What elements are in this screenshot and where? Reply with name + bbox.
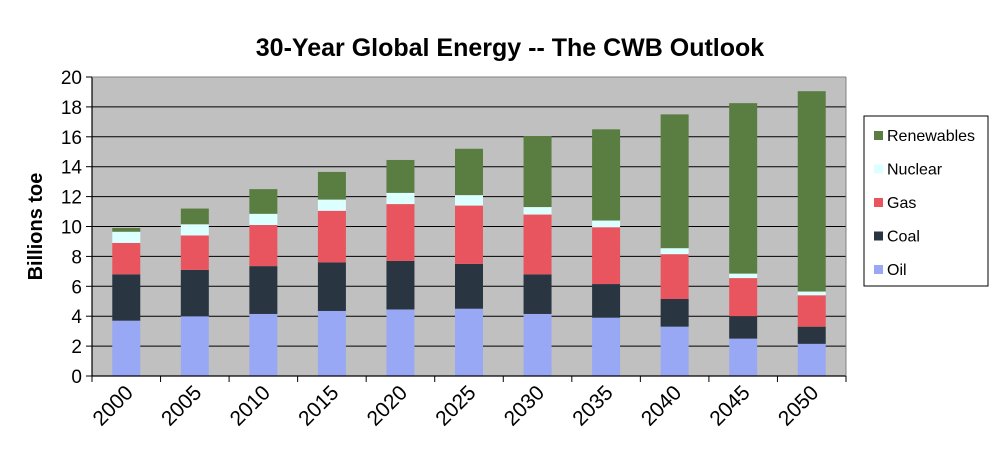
y-tick-label: 20	[61, 68, 82, 89]
bar-segment-oil	[797, 343, 826, 376]
legend-box	[863, 115, 989, 287]
y-axis-label: Billions toe	[25, 173, 47, 281]
bar-segment-gas	[592, 227, 621, 285]
y-tick-label: 10	[61, 218, 82, 239]
y-tick-label: 0	[71, 367, 82, 388]
x-tick-label: 2035	[568, 381, 617, 430]
bar-segment-nuclear	[455, 195, 483, 206]
bar-segment-oil	[180, 316, 209, 376]
bar-segment-renewables	[180, 208, 209, 225]
legend-swatch-oil	[874, 265, 883, 274]
bar-segment-coal	[386, 260, 415, 310]
legend-swatch-nuclear	[874, 164, 883, 174]
x-tick-label: 2015	[294, 381, 343, 430]
bar-segment-oil	[592, 317, 621, 376]
bar-segment-renewables	[592, 129, 621, 221]
x-tick-label: 2040	[637, 381, 686, 430]
bar-segment-nuclear	[112, 231, 141, 243]
bar-segment-coal	[797, 326, 826, 344]
bar-segment-renewables	[249, 189, 278, 214]
y-tick-label: 12	[61, 188, 82, 209]
bar-segment-nuclear	[592, 220, 621, 228]
bar-segment-gas	[455, 205, 483, 264]
bar-segment-coal	[180, 269, 209, 317]
bar-segment-coal	[523, 274, 552, 314]
bar-segment-renewables	[317, 171, 346, 200]
y-tick-label: 18	[61, 98, 82, 119]
bar-segment-gas	[180, 235, 209, 270]
legend-label-gas: Gas	[887, 195, 916, 212]
y-tick-label: 8	[71, 247, 82, 268]
bar-segment-nuclear	[660, 248, 689, 255]
legend-label-oil: Oil	[887, 262, 907, 279]
bar-segment-oil	[112, 320, 141, 376]
legend-swatch-renewables	[874, 131, 883, 140]
bar-segment-coal	[660, 299, 689, 327]
bar-segment-coal	[317, 262, 346, 311]
legend-label-nuclear: Nuclear	[887, 162, 943, 179]
bar-segment-gas	[112, 242, 141, 275]
legend-swatch-coal	[874, 231, 883, 241]
bar-segment-coal	[249, 266, 278, 314]
legend-swatch-gas	[874, 198, 883, 207]
bar-segment-gas	[660, 254, 689, 300]
bar-segment-renewables	[797, 91, 826, 292]
legend-label-coal: Coal	[887, 229, 920, 246]
bar-segment-gas	[523, 214, 552, 275]
bar-segment-gas	[797, 295, 826, 327]
bar-segment-nuclear	[386, 192, 415, 205]
bar-segment-renewables	[386, 159, 415, 193]
y-tick-label: 2	[71, 337, 82, 358]
y-tick-label: 14	[61, 158, 83, 179]
x-tick-label: 2030	[500, 381, 549, 430]
axes	[91, 76, 847, 382]
bar-segment-renewables	[112, 227, 141, 232]
bar-segment-oil	[455, 308, 483, 376]
bar-segment-oil	[523, 313, 552, 376]
bar-segment-renewables	[729, 103, 758, 274]
bar-segment-nuclear	[180, 224, 209, 236]
bar-segment-nuclear	[249, 213, 278, 226]
bar-segment-oil	[317, 310, 346, 376]
x-tick-label: 2050	[774, 381, 823, 430]
x-tick-label: 2020	[363, 381, 412, 430]
bar-segment-gas	[317, 210, 346, 263]
y-tick-labels: 0 2 4 6 8 10 12 14 16 18 20	[61, 68, 83, 388]
y-tick-label: 16	[61, 128, 82, 149]
bar-segment-nuclear	[523, 207, 552, 215]
bar-segment-gas	[386, 204, 415, 261]
bar-segment-oil	[249, 313, 278, 376]
x-tick-label: 2025	[431, 381, 480, 430]
bar-segment-renewables	[523, 136, 552, 208]
bar-segment-nuclear	[797, 291, 826, 296]
bar-segment-nuclear	[729, 273, 758, 279]
legend: Renewables Nuclear Gas Coal Oil	[863, 115, 989, 287]
bar-segment-coal	[455, 263, 483, 309]
x-tick-label: 2000	[89, 381, 138, 430]
bar-segment-oil	[660, 326, 689, 376]
bar-segment-coal	[729, 316, 758, 339]
x-tick-label: 2010	[226, 381, 275, 430]
bar-segment-coal	[592, 284, 621, 318]
bar-segment-nuclear	[317, 199, 346, 211]
y-tick-label: 4	[71, 307, 82, 328]
bar-segment-gas	[249, 225, 278, 267]
chart-title: 30-Year Global Energy -- The CWB Outlook	[256, 34, 765, 62]
y-tick-label: 6	[71, 277, 82, 298]
x-tick-labels: 2000 2005 2010 2015 2020 2025 2030 2035 2040 2045…	[89, 381, 824, 430]
bar-segment-oil	[386, 309, 415, 376]
legend-label-renewables: Renewables	[887, 128, 975, 145]
bar-segment-coal	[112, 274, 141, 321]
bar-segment-renewables	[660, 114, 689, 249]
bar-segment-gas	[729, 278, 758, 317]
bars	[112, 91, 826, 376]
bar-segment-oil	[729, 338, 758, 376]
x-tick-label: 2005	[157, 381, 206, 430]
x-tick-label: 2045	[705, 381, 754, 430]
bar-segment-renewables	[455, 148, 483, 196]
